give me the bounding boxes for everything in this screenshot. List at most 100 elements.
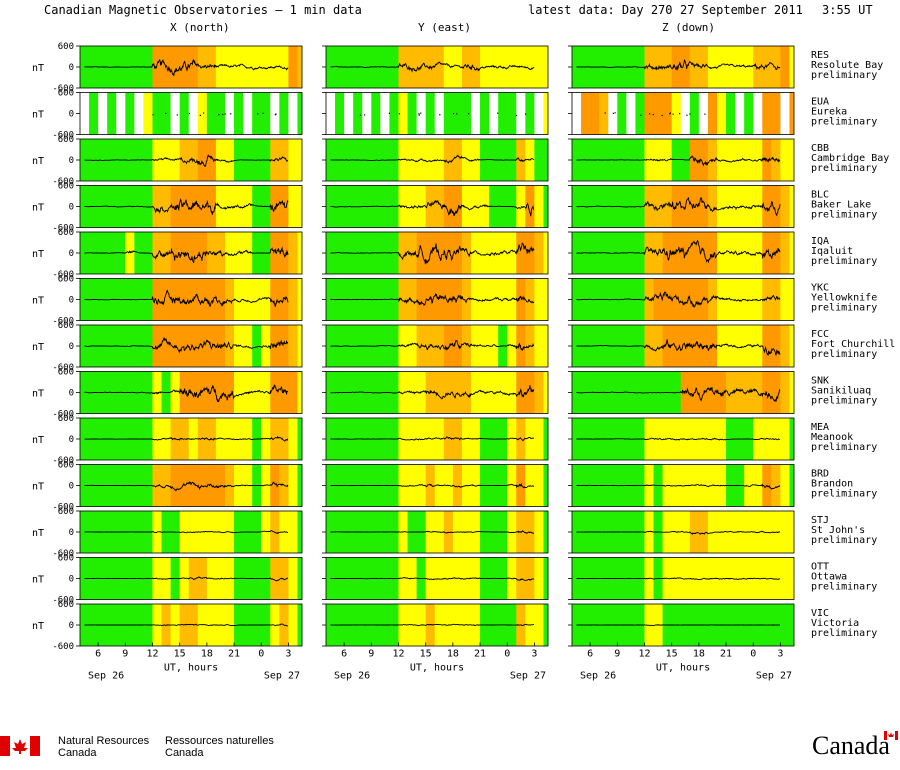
activity-band	[525, 418, 535, 460]
station-panel	[568, 510, 795, 554]
field-trace	[330, 482, 535, 489]
station-status: preliminary	[811, 396, 877, 407]
field-trace	[398, 113, 400, 115]
activity-band	[179, 371, 190, 414]
activity-band	[443, 232, 454, 274]
activity-band	[543, 557, 549, 600]
activity-band	[689, 278, 700, 321]
activity-band	[698, 232, 709, 274]
y-tick-label: 600	[58, 600, 74, 610]
station-status: preliminary	[811, 256, 877, 267]
station-name: Cambridge Bay	[811, 153, 889, 164]
activity-band	[762, 325, 772, 367]
y-tick-label: 0	[69, 296, 74, 306]
activity-band	[534, 325, 544, 367]
activity-band	[152, 464, 162, 507]
activity-band	[780, 511, 790, 553]
activity-band	[789, 139, 795, 181]
field-trace	[576, 197, 781, 217]
activity-band	[434, 185, 445, 228]
activity-band	[789, 325, 795, 367]
activity-band	[243, 92, 253, 135]
activity-band	[288, 185, 298, 228]
activity-band	[152, 92, 162, 135]
activity-band	[507, 232, 517, 274]
activity-band	[170, 46, 181, 88]
station-panel	[568, 92, 795, 135]
station-panel	[568, 371, 795, 414]
field-trace	[188, 112, 190, 115]
y-tick-label: 0	[69, 110, 74, 120]
y-tick-label: -600	[52, 363, 74, 373]
latest-date: 27 September 2011	[680, 3, 803, 17]
station-panel	[76, 138, 303, 182]
activity-band	[170, 325, 181, 367]
field-trace	[576, 577, 781, 581]
activity-band	[179, 325, 190, 367]
activity-band	[434, 139, 445, 181]
station-panel	[322, 185, 549, 228]
field-trace	[330, 577, 535, 581]
activity-band	[744, 92, 754, 135]
activity-band	[434, 278, 445, 321]
activity-band	[698, 185, 709, 228]
activity-band	[771, 464, 781, 507]
activity-band	[297, 604, 303, 646]
activity-band	[789, 511, 795, 553]
activity-band	[516, 557, 526, 600]
activity-band	[771, 92, 781, 135]
y-tick-label: 0	[69, 342, 74, 352]
activity-band	[443, 92, 454, 135]
field-trace	[84, 154, 289, 167]
activity-band	[707, 278, 718, 321]
activity-band	[116, 92, 126, 135]
field-trace	[652, 113, 654, 116]
station-panel	[76, 278, 303, 321]
field-trace	[84, 435, 289, 442]
station-panel	[76, 92, 303, 135]
activity-band	[170, 139, 181, 181]
activity-band	[452, 92, 463, 135]
activity-band	[534, 418, 544, 460]
activity-band	[789, 371, 795, 414]
activity-band	[170, 232, 181, 274]
station-name: Victoria	[811, 618, 859, 629]
activity-band	[470, 92, 481, 135]
station-name: Eureka	[811, 107, 847, 118]
activity-band	[434, 371, 445, 414]
x-tick-label: 3	[777, 649, 783, 660]
activity-band	[780, 418, 790, 460]
activity-band	[461, 371, 472, 414]
activity-band	[252, 92, 262, 135]
x-start-date-label: Sep 26	[580, 671, 616, 682]
y-tick-label: -600	[52, 131, 74, 141]
activity-band	[416, 232, 427, 274]
activity-band	[507, 92, 517, 135]
activity-band	[543, 464, 549, 507]
y-tick-label: 600	[58, 182, 74, 192]
activity-band	[179, 185, 190, 228]
activity-band	[425, 604, 436, 646]
y-tick-label: -600	[52, 596, 74, 606]
activity-band	[215, 92, 226, 135]
activity-band	[662, 92, 673, 135]
field-trace	[669, 112, 672, 114]
y-tick-label: -600	[52, 177, 74, 187]
field-trace	[330, 530, 534, 534]
field-trace	[576, 59, 781, 71]
activity-band	[789, 557, 795, 600]
latest-data-label: latest data: Day 270	[528, 3, 673, 17]
activity-band	[297, 92, 303, 135]
activity-band	[698, 325, 709, 367]
activity-band	[470, 46, 481, 88]
field-trace	[84, 384, 289, 403]
activity-band	[489, 232, 499, 274]
activity-band	[780, 371, 790, 414]
station-panel	[568, 417, 795, 461]
activity-band	[371, 92, 381, 135]
activity-band	[789, 464, 795, 507]
activity-band	[224, 139, 235, 181]
activity-band	[134, 92, 144, 135]
field-trace	[669, 113, 671, 115]
activity-band	[261, 511, 271, 553]
